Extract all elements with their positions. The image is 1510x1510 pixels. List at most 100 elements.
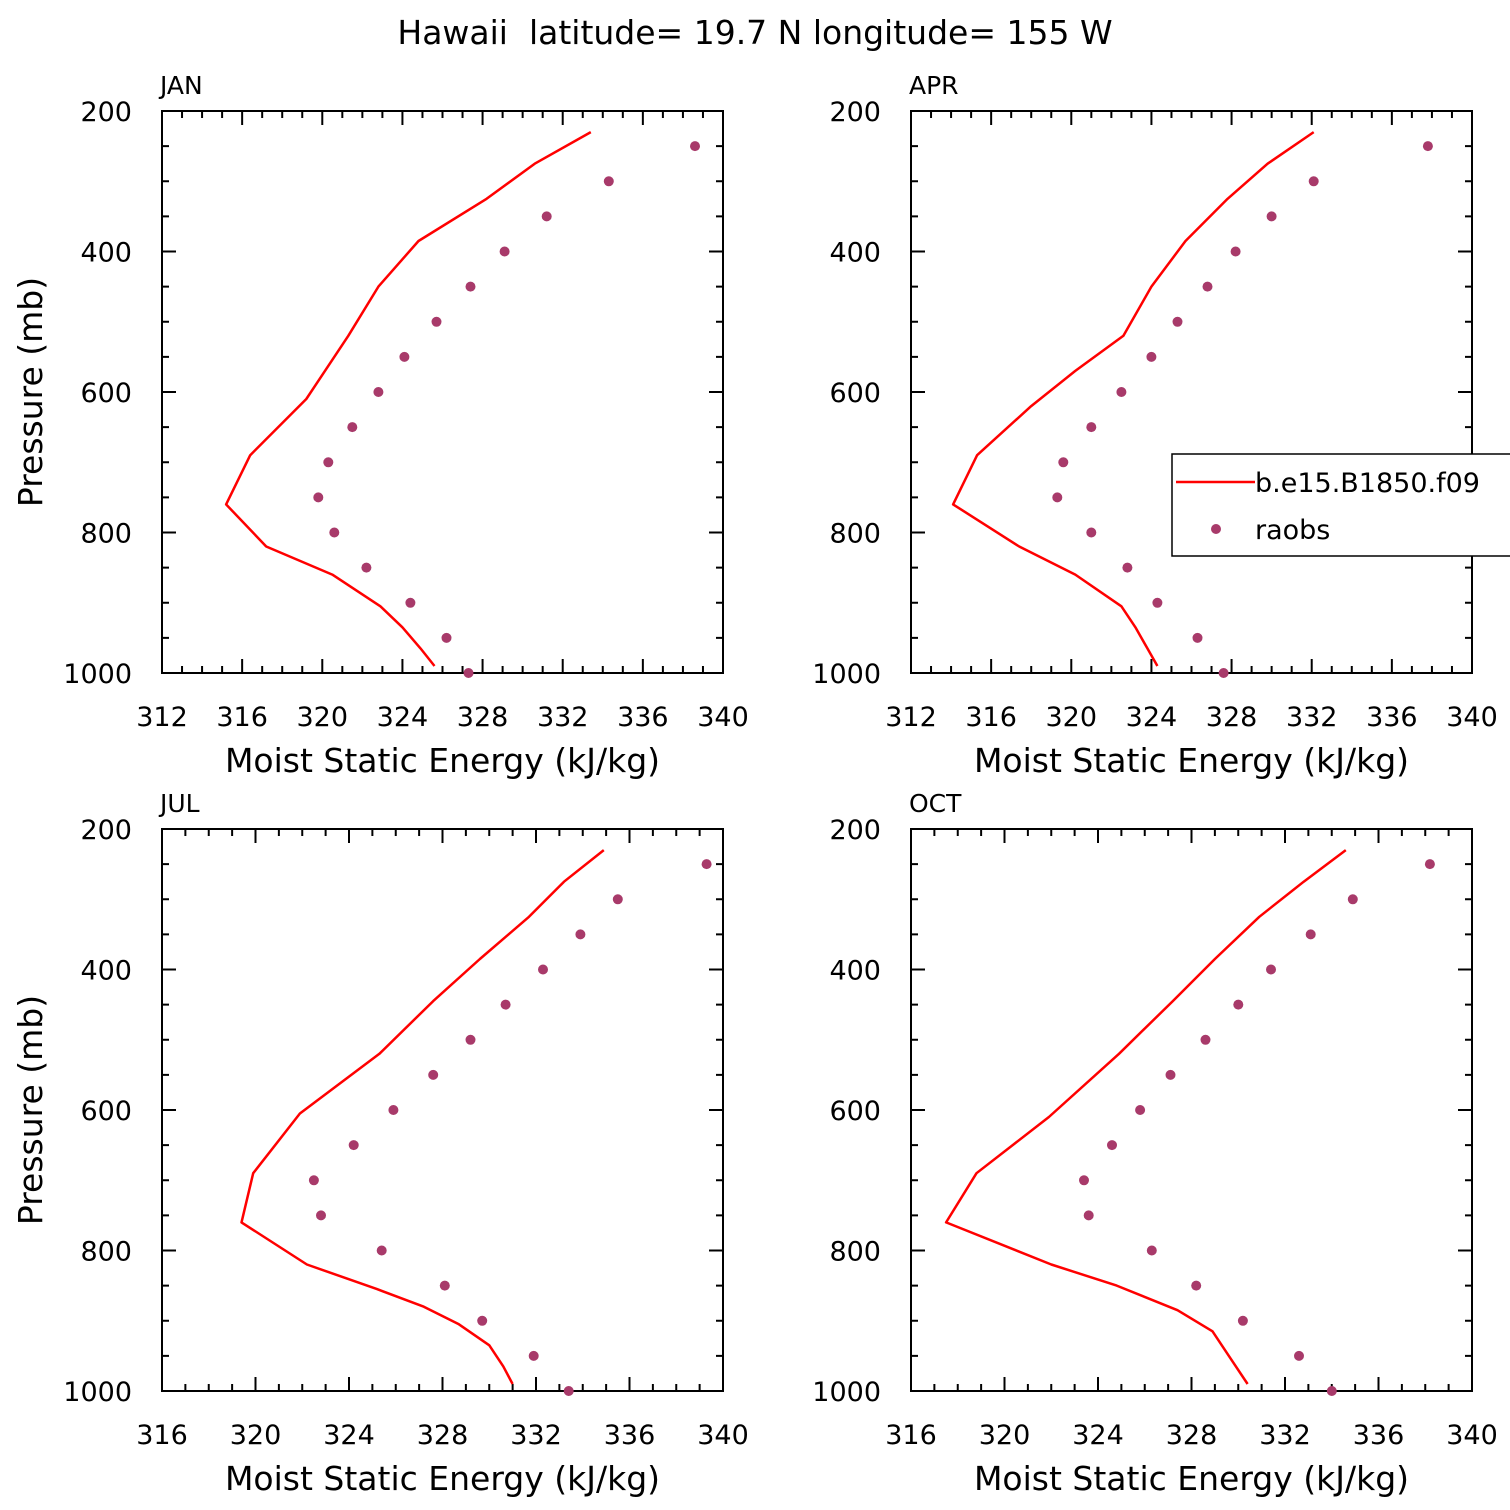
raobs-point xyxy=(1422,141,1433,152)
raobs-point xyxy=(399,351,410,362)
y-tick-label: 1000 xyxy=(812,1377,881,1408)
x-tick-label: 320 xyxy=(297,702,349,733)
raobs-point xyxy=(500,999,511,1010)
raobs-point xyxy=(477,1315,488,1326)
raobs-point xyxy=(541,211,552,222)
y-tick-label: 600 xyxy=(80,378,132,409)
raobs-point xyxy=(1116,387,1127,397)
y-axis-label: Pressure (mb) xyxy=(11,277,50,507)
raobs-point xyxy=(1086,422,1097,433)
y-tick-label: 1000 xyxy=(812,659,881,690)
raobs-point xyxy=(1146,351,1157,362)
raobs-point xyxy=(1308,176,1319,187)
x-tick-label: 320 xyxy=(230,1420,282,1451)
raobs-point xyxy=(1079,1175,1089,1186)
raobs-point xyxy=(316,1210,326,1221)
x-tick-label: 328 xyxy=(417,1420,469,1451)
raobs-point xyxy=(1347,894,1358,905)
raobs-point xyxy=(361,562,372,573)
raobs-point xyxy=(612,894,623,905)
raobs-point xyxy=(1165,1069,1176,1080)
legend-marker-swatch xyxy=(1211,524,1221,534)
panel-title: APR xyxy=(909,71,959,100)
raobs-point xyxy=(1052,492,1063,503)
x-tick-label: 332 xyxy=(510,1420,562,1451)
raobs-point xyxy=(388,1105,399,1115)
plot-frame xyxy=(161,828,724,1392)
raobs-point xyxy=(465,281,476,292)
raobs-point xyxy=(690,141,700,152)
raobs-point xyxy=(499,246,510,257)
y-tick-label: 600 xyxy=(829,1096,881,1127)
plot-frame xyxy=(910,110,1473,674)
raobs-point xyxy=(313,492,324,503)
x-tick-label: 312 xyxy=(136,702,188,733)
raobs-point xyxy=(428,1069,439,1080)
raobs-point xyxy=(1146,1245,1157,1256)
y-tick-label: 200 xyxy=(829,815,881,846)
x-tick-label: 316 xyxy=(965,702,1017,733)
x-tick-label: 324 xyxy=(1072,1420,1124,1451)
panel-jul: JUL 316 320 324 328 332 336 340 200 400 600 800 1000… xyxy=(11,789,749,1498)
x-tick-label: 340 xyxy=(697,702,749,733)
x-axis-label: Moist Static Energy (kJ/kg) xyxy=(225,1459,660,1498)
chart-panels: JAN 312 316 320 324 328 332 336 340 200 400 600 800 1… xyxy=(11,71,1498,1498)
x-tick-label: 324 xyxy=(1126,702,1178,733)
x-tick-label: 324 xyxy=(323,1420,375,1451)
x-tick-label: 340 xyxy=(697,1420,749,1451)
series-line-model xyxy=(240,849,605,1385)
raobs-point xyxy=(1326,1386,1337,1396)
panel-title: JUL xyxy=(158,789,200,818)
raobs-point xyxy=(575,929,586,940)
series-line-model xyxy=(224,131,592,667)
raobs-point xyxy=(439,1280,450,1291)
y-tick-label: 200 xyxy=(829,97,881,128)
x-tick-label: 332 xyxy=(1286,702,1338,733)
x-tick-label: 340 xyxy=(1446,702,1498,733)
y-tick-label: 1000 xyxy=(63,1377,132,1408)
raobs-point xyxy=(1172,316,1183,327)
raobs-point xyxy=(1230,246,1241,257)
raobs-point xyxy=(563,1386,574,1396)
panel-apr: APR 312 316 320 324 328 332 336 340 200 400 600 800 1… xyxy=(812,71,1497,780)
y-tick-label: 800 xyxy=(80,1237,132,1268)
raobs-point xyxy=(1233,999,1244,1010)
x-tick-label: 312 xyxy=(885,702,937,733)
y-tick-label: 800 xyxy=(829,519,881,550)
x-axis-label: Moist Static Energy (kJ/kg) xyxy=(225,741,660,780)
y-tick-label: 600 xyxy=(829,378,881,409)
raobs-point xyxy=(1122,562,1133,573)
raobs-point xyxy=(465,1034,476,1045)
y-tick-label: 400 xyxy=(829,956,881,987)
panel-title: OCT xyxy=(909,789,962,818)
raobs-point xyxy=(1192,632,1203,643)
raobs-point xyxy=(538,964,548,975)
raobs-point xyxy=(441,632,452,643)
x-tick-label: 332 xyxy=(537,702,589,733)
y-tick-label: 800 xyxy=(829,1237,881,1268)
x-tick-label: 336 xyxy=(1353,1420,1405,1451)
plot-frame xyxy=(910,828,1473,1392)
raobs-point xyxy=(463,668,474,678)
legend: b.e15.B1850.f09 raobs xyxy=(1171,453,1510,557)
raobs-point xyxy=(1086,527,1097,538)
x-tick-label: 328 xyxy=(457,702,509,733)
raobs-point xyxy=(1266,211,1277,222)
panel-jan: JAN 312 316 320 324 328 332 336 340 200 400 600 800 1… xyxy=(11,71,749,780)
x-tick-label: 316 xyxy=(885,1420,937,1451)
x-axis-label: Moist Static Energy (kJ/kg) xyxy=(974,1459,1409,1498)
y-tick-label: 400 xyxy=(80,956,132,987)
raobs-point xyxy=(431,316,442,327)
x-tick-label: 340 xyxy=(1446,1420,1498,1451)
y-tick-label: 1000 xyxy=(63,659,132,690)
y-tick-label: 200 xyxy=(80,97,132,128)
plot-frame xyxy=(161,110,724,674)
raobs-point xyxy=(348,1140,359,1151)
raobs-point xyxy=(376,1245,387,1256)
raobs-point xyxy=(308,1175,319,1186)
raobs-point xyxy=(1237,1315,1248,1326)
x-tick-label: 316 xyxy=(216,702,268,733)
y-tick-label: 400 xyxy=(80,238,132,269)
x-tick-label: 332 xyxy=(1259,1420,1311,1451)
panel-title: JAN xyxy=(158,71,203,100)
